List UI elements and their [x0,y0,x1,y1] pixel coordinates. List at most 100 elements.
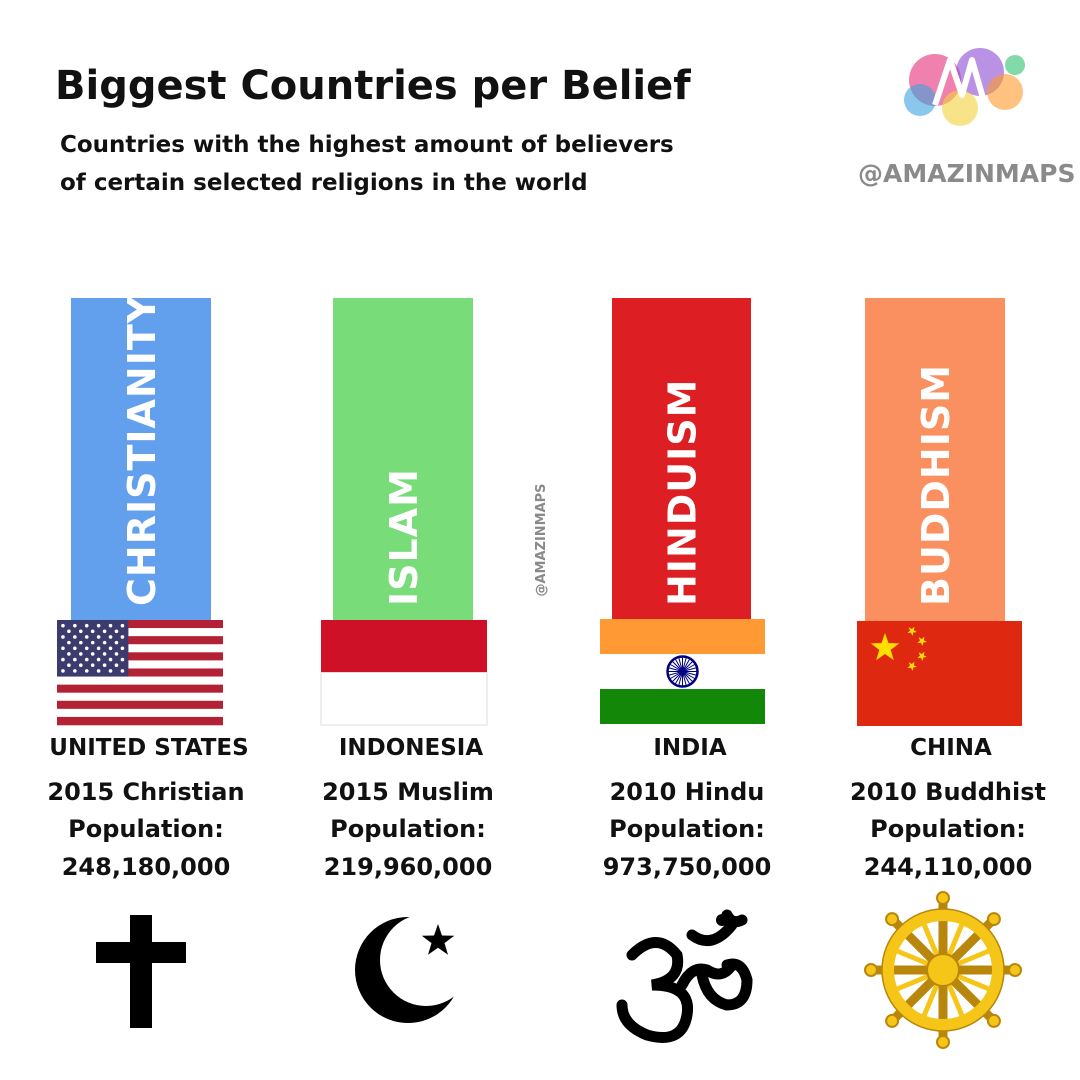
flag-star [61,669,65,673]
watermark: @AMAZINMAPS [534,483,549,596]
flag-star [108,623,113,628]
flag-star [108,657,113,662]
flag-star [120,623,125,628]
flag-field [857,621,1022,726]
flag-star [870,633,900,661]
title: Biggest Countries per Belief [55,63,691,109]
flag-star [96,669,101,673]
flag-star [61,635,65,639]
flag-star [73,669,77,673]
flag-canton [57,620,129,677]
flag-star [67,629,71,634]
flag-star [120,646,125,651]
belief-column: HINDUISM INDIA 2010 Hindu Population: 973,75… [600,298,772,1043]
flag-star [120,669,125,673]
flag-star [61,623,65,628]
flag-star [67,640,71,645]
flag-stripe [57,644,223,653]
brand-handle: @AMAZINMAPS [858,159,1075,188]
population-value: 973,750,000 [603,853,772,881]
flag-stripe [57,628,223,637]
flag-star [108,669,113,673]
flag-star [108,646,113,651]
flag-stripe [57,668,223,677]
flag-star [73,623,77,628]
flag-star [114,629,119,634]
religion-symbol [96,915,186,1028]
flag-band [320,672,488,726]
flag-star [78,640,83,645]
religion-bar [612,298,751,623]
flag-star [108,635,113,639]
subtitle-line: Countries with the highest amount of bel… [60,132,674,158]
wheel-knob [936,891,950,905]
country-flag [320,620,488,726]
flag-star [917,636,927,646]
flag-star [61,646,65,651]
crescent-star [421,924,455,955]
flag-star [67,652,71,656]
religion-name: ISLAM [382,468,426,606]
flag-stripe [57,660,223,669]
population-label: Population: [870,815,1026,843]
population-caption: 2015 Christian [47,778,244,806]
flag-star [84,657,89,662]
flag-stripe [57,692,223,702]
flag-star [78,629,83,634]
flag-star [67,663,71,668]
flag-star [96,657,101,662]
flag-stripe [57,620,223,629]
country-name: UNITED STATES [49,735,248,761]
country-name: INDONESIA [339,735,484,761]
country-flag [600,619,765,724]
flag-star [102,652,107,656]
flag-star [73,635,77,639]
flag-star [84,646,89,651]
belief-column: CHRISTIANITY UNITED STATES 2015 Christian P… [47,295,249,1028]
flag-band [600,689,765,724]
flag-star [73,646,77,651]
religion-bar [71,298,211,623]
population-label: Population: [330,815,486,843]
religion-bar [865,298,1005,623]
wheel-hub [926,953,960,987]
flag-star [102,640,107,645]
flag-star [84,623,89,628]
population-caption: 2010 Hindu [610,778,765,806]
flag-star [96,646,101,651]
religion-name: BUDDHISM [914,364,958,606]
flag-stripe [57,708,223,718]
columns: CHRISTIANITY UNITED STATES 2015 Christian P… [47,295,1046,1049]
country-name: INDIA [653,735,726,761]
crescent-inner [380,914,472,1006]
belief-column: ISLAM INDONESIA 2015 Muslim Population: 219,… [320,298,494,1023]
flag-star [90,640,95,645]
flag-star [84,635,89,639]
flag-star [120,635,125,639]
religion-symbol [864,891,1022,1049]
population-value: 219,960,000 [324,853,493,881]
flag-star [73,657,77,662]
flag-stripe [57,700,223,710]
flag-star [102,629,107,634]
flag-chakra-spoke [667,667,698,676]
population-value: 248,180,000 [62,853,231,881]
population-caption: 2010 Buddhist [850,778,1046,806]
flag-star [114,652,119,656]
wheel-knob [986,912,1001,927]
om-symbol [616,909,753,1043]
wheel-knob [936,1035,950,1049]
flag-star [90,663,95,668]
country-flag [57,620,223,726]
wheel-knob [885,912,900,927]
om-dot [716,914,728,926]
religion-name: HINDUISM [661,379,705,606]
flag-star [78,652,83,656]
flag-star [90,629,95,634]
flag-star [114,640,119,645]
country-name: CHINA [910,735,992,761]
wheel-knob [864,963,878,977]
flag-band [321,620,487,673]
religion-bar [333,298,473,623]
